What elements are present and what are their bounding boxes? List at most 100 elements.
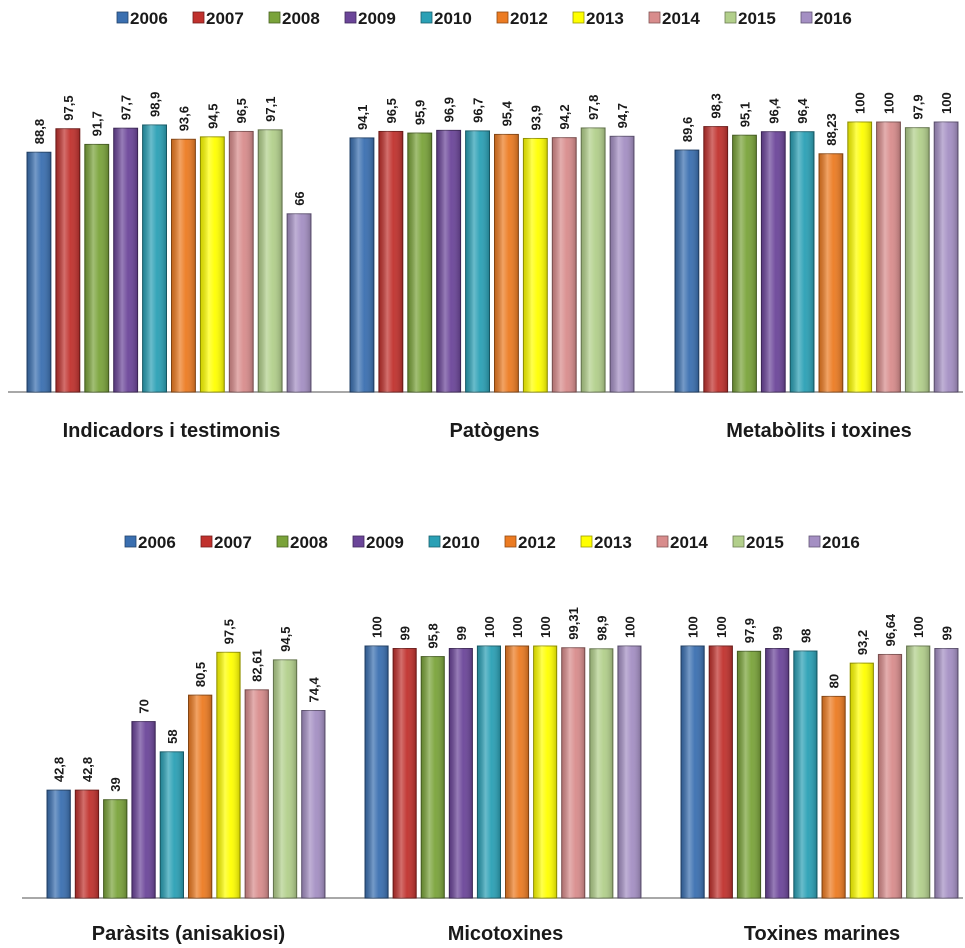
bar-2016: [933, 121, 959, 393]
data-label: 98,3: [709, 93, 724, 118]
bar-2013: [847, 121, 873, 393]
legend-label: 2014: [662, 9, 700, 28]
bar-2014: [561, 647, 586, 899]
bar-2008: [103, 799, 128, 899]
data-label: 100: [482, 616, 497, 638]
data-label: 91,7: [90, 111, 105, 136]
category-group: 100 100 97,9 99 98 80 93,2 96,64 100 99 Toxines ma…: [680, 613, 959, 945]
legend-swatch: [276, 535, 289, 548]
bar-2008: [420, 656, 445, 899]
legend-item-2008: 2008: [276, 533, 328, 552]
legend-label: 2016: [814, 9, 852, 28]
legend-label: 2009: [366, 533, 404, 552]
data-label: 95,9: [413, 100, 428, 125]
data-label: 100: [538, 616, 553, 638]
legend-label: 2009: [358, 9, 396, 28]
data-label: 98,9: [148, 92, 163, 117]
bar-2016: [286, 213, 312, 393]
bar-2010: [142, 124, 168, 393]
legend-swatch: [648, 11, 661, 24]
data-label: 94,1: [355, 105, 370, 130]
data-label: 95,4: [499, 100, 514, 126]
category-label: Micotoxines: [448, 923, 564, 945]
data-label: 96,9: [442, 97, 457, 122]
data-label: 96,64: [883, 613, 898, 646]
data-label: 96,4: [795, 98, 810, 124]
data-label: 89,6: [680, 117, 695, 142]
legend-label: 2014: [670, 533, 708, 552]
data-label: 42,8: [80, 757, 95, 782]
legend-label: 2012: [510, 9, 548, 28]
legend-item-2009: 2009: [352, 533, 404, 552]
data-label: 100: [622, 616, 637, 638]
legend-item-2010: 2010: [420, 9, 472, 28]
bar-2015: [906, 645, 931, 899]
legend-swatch: [344, 11, 357, 24]
legend-item-2012: 2012: [504, 533, 556, 552]
category-label: Indicadors i testimonis: [63, 420, 281, 442]
data-label: 100: [939, 92, 954, 114]
legend-label: 2008: [290, 533, 328, 552]
data-label: 96,4: [766, 98, 781, 124]
bar-2016: [934, 648, 959, 899]
data-label: 80: [827, 674, 842, 688]
legend-item-2015: 2015: [724, 9, 776, 28]
data-label: 97,5: [221, 619, 236, 644]
bar-2007: [708, 645, 733, 899]
bar-2013: [533, 645, 558, 899]
legend-label: 2006: [138, 533, 176, 552]
legend-swatch: [192, 11, 205, 24]
legend-swatch: [428, 535, 441, 548]
bar-2010: [465, 130, 491, 393]
legend-item-2013: 2013: [572, 9, 624, 28]
data-label: 94,2: [557, 104, 572, 129]
bar-2006: [674, 149, 700, 393]
bar-2007: [378, 130, 404, 393]
legend-item-2016: 2016: [800, 9, 852, 28]
category-label: Patògens: [449, 420, 539, 442]
bar-2010: [159, 751, 184, 899]
legend-label: 2013: [594, 533, 632, 552]
data-label: 94,5: [205, 104, 220, 129]
data-label: 96,5: [384, 98, 399, 123]
bar-2008: [732, 134, 757, 393]
category-group: 42,8 42,8 39 70 58 80,5 97,5 82,61 94,5 74,4 Paràs…: [46, 619, 326, 945]
legend-swatch: [808, 535, 821, 548]
data-label: 100: [911, 616, 926, 638]
data-label: 70: [137, 699, 152, 713]
data-label: 100: [686, 616, 701, 638]
bar-2016: [609, 135, 635, 393]
data-label: 100: [853, 92, 868, 114]
data-label: 100: [510, 616, 525, 638]
bar-2007: [55, 128, 81, 393]
data-label: 100: [882, 92, 897, 114]
data-label: 97,8: [586, 95, 601, 120]
legend-swatch: [800, 11, 813, 24]
legend-label: 2015: [746, 533, 784, 552]
legend-item-2006: 2006: [116, 9, 168, 28]
data-label: 99: [398, 626, 413, 640]
legend-item-2007: 2007: [200, 533, 252, 552]
data-label: 95,8: [426, 623, 441, 648]
bar-2009: [113, 127, 139, 393]
data-label: 93,2: [855, 630, 870, 655]
data-label: 94,5: [278, 627, 293, 652]
data-label: 88,8: [32, 119, 47, 144]
legend-swatch: [268, 11, 281, 24]
data-label: 74,4: [306, 676, 321, 702]
bar-2007: [74, 789, 100, 899]
data-label: 98,9: [594, 615, 609, 640]
data-label: 82,61: [250, 649, 265, 682]
legend-item-2010: 2010: [428, 533, 480, 552]
bar-2014: [228, 130, 254, 393]
category-label: Toxines marines: [744, 923, 900, 945]
legend-swatch: [724, 11, 737, 24]
legend-item-2014: 2014: [648, 9, 700, 28]
legend-label: 2016: [822, 533, 860, 552]
data-label: 58: [165, 729, 180, 743]
legend-item-2007: 2007: [192, 9, 244, 28]
data-label: 80,5: [193, 662, 208, 687]
legend-swatch: [732, 535, 745, 548]
bar-2012: [171, 138, 196, 393]
bar-2012: [505, 645, 530, 899]
